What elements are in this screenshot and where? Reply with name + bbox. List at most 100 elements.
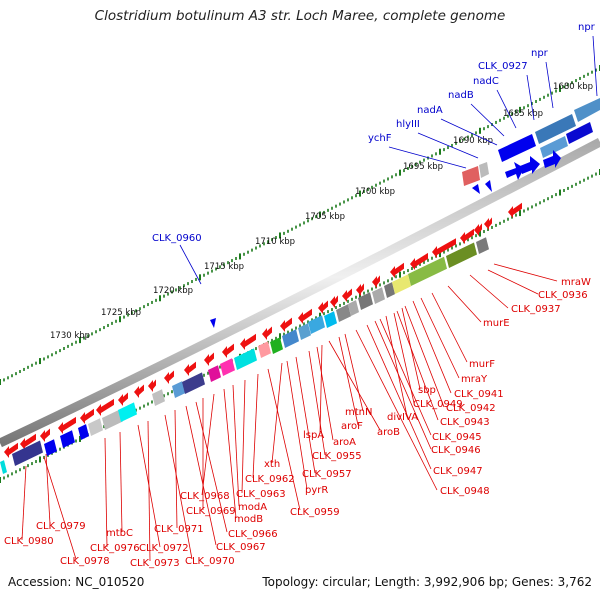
ruler-tick xyxy=(59,349,61,353)
reverse-gene-box xyxy=(152,389,165,406)
reverse-strand-boxes xyxy=(0,237,489,474)
ruler-tick xyxy=(463,137,465,141)
ruler-tick xyxy=(547,93,549,97)
reverse-gene-box xyxy=(44,439,57,456)
reverse-gene-label: CLK_0949 xyxy=(413,399,463,410)
reverse-leader-line xyxy=(379,318,432,436)
reverse-gene-label: CLK_0957 xyxy=(302,469,352,480)
reverse-gene-box xyxy=(102,409,123,430)
reverse-gene-label: CLK_0937 xyxy=(511,304,561,315)
forward-leader-line xyxy=(545,61,554,109)
ruler-tick xyxy=(119,316,121,323)
reverse-gene-label: CLK_0978 xyxy=(60,556,110,567)
ruler-tick xyxy=(375,285,377,289)
ruler-tick xyxy=(391,175,393,179)
ruler-tick xyxy=(579,180,581,184)
ruler-tick xyxy=(227,261,229,265)
ruler-tick xyxy=(371,287,373,291)
reverse-leader-line xyxy=(404,305,445,408)
forward-gene-label: npr xyxy=(531,48,549,59)
reverse-gene-arrow xyxy=(4,442,18,458)
ruler-tick xyxy=(423,158,425,162)
reverse-leader-line xyxy=(271,362,283,464)
ruler-tick xyxy=(443,250,445,254)
ruler-tick xyxy=(79,435,81,442)
ruler-tick xyxy=(143,305,145,309)
ruler-tick xyxy=(211,269,213,273)
ruler-tick xyxy=(551,91,553,95)
ruler-tick xyxy=(0,379,1,385)
topology-text: Topology: circular; Length: 3,992,906 bp… xyxy=(262,575,592,589)
ruler-tick xyxy=(371,185,373,189)
reverse-gene-box xyxy=(208,365,221,382)
forward-strand-arrows xyxy=(210,150,561,328)
reverse-leader-line xyxy=(267,368,301,511)
ruler-tick xyxy=(415,264,417,268)
reverse-leader-line xyxy=(185,405,217,546)
ruler-tick xyxy=(391,277,393,281)
reverse-gene-label: modB xyxy=(234,514,263,525)
ruler-label: 1705 kbp xyxy=(305,212,345,222)
ruler-tick xyxy=(107,323,109,327)
ruler-label: 1680 kbp xyxy=(553,82,593,92)
reverse-gene-label: CLK_0946 xyxy=(431,445,481,456)
reverse-gene-arrow xyxy=(508,202,522,218)
ruler-tick xyxy=(535,203,537,207)
forward-leader-line xyxy=(470,103,505,137)
ruler-tick xyxy=(363,291,365,295)
ruler-tick xyxy=(115,319,117,323)
ruler-tick xyxy=(35,361,37,365)
ruler-tick xyxy=(495,223,497,227)
ruler-tick xyxy=(591,174,593,178)
ruler-tick xyxy=(323,210,325,214)
ruler-tick xyxy=(335,204,337,208)
reverse-gene-label: CLK_0968 xyxy=(180,491,230,502)
reverse-gene-label: CLK_0941 xyxy=(454,389,504,400)
ruler-tick xyxy=(135,309,137,313)
ruler-tick xyxy=(203,273,205,277)
ruler-tick xyxy=(19,468,21,472)
reverse-leader-line xyxy=(195,401,228,533)
ruler-tick xyxy=(167,292,169,296)
ruler-tick xyxy=(555,193,557,197)
ruler-tick xyxy=(475,131,477,135)
reverse-leader-line xyxy=(374,320,432,450)
ruler-tick xyxy=(431,154,433,158)
reverse-leader-line xyxy=(241,379,246,494)
reverse-leader-line xyxy=(308,350,326,456)
reverse-gene-label: aroA xyxy=(333,437,356,448)
ruler-tick xyxy=(207,271,209,275)
ruler-tick xyxy=(283,332,285,336)
ruler-tick xyxy=(123,315,125,319)
ruler-tick xyxy=(355,295,357,299)
reverse-gene-label: divIVA xyxy=(387,412,418,423)
forward-gene-labels: nprnprCLK_0927nadCnadBnadAhlyIIIychFCLK_… xyxy=(152,22,596,244)
reverse-gene-arrow xyxy=(298,308,312,324)
reverse-leader-line xyxy=(487,269,539,295)
reverse-label-lines xyxy=(21,263,558,562)
ruler-tick xyxy=(139,307,141,311)
ruler-tick xyxy=(383,281,385,285)
ruler-label: 1695 kbp xyxy=(403,162,443,172)
ruler-tick xyxy=(191,280,193,284)
reverse-gene-label: mraY xyxy=(461,374,488,385)
ruler-tick xyxy=(95,330,97,334)
ruler-tick xyxy=(495,120,497,124)
ruler-tick xyxy=(515,213,517,217)
reverse-gene-arrow xyxy=(330,295,338,308)
ruler-tick xyxy=(359,292,361,299)
ruler-tick xyxy=(23,466,25,470)
ruler-tick xyxy=(439,148,441,155)
ruler-tick xyxy=(507,217,509,221)
reverse-gene-label: CLK_0948 xyxy=(440,486,490,497)
ruler-label: 1685 kbp xyxy=(503,109,543,119)
ruler-tick xyxy=(451,246,453,250)
ruler-tick xyxy=(595,68,597,72)
ruler-tick xyxy=(7,376,9,380)
reverse-gene-label: CLK_0966 xyxy=(228,529,278,540)
ruler-tick xyxy=(131,311,133,315)
reverse-leader-line xyxy=(319,344,323,435)
ruler-tick xyxy=(219,365,221,369)
reverse-gene-box xyxy=(298,323,311,340)
